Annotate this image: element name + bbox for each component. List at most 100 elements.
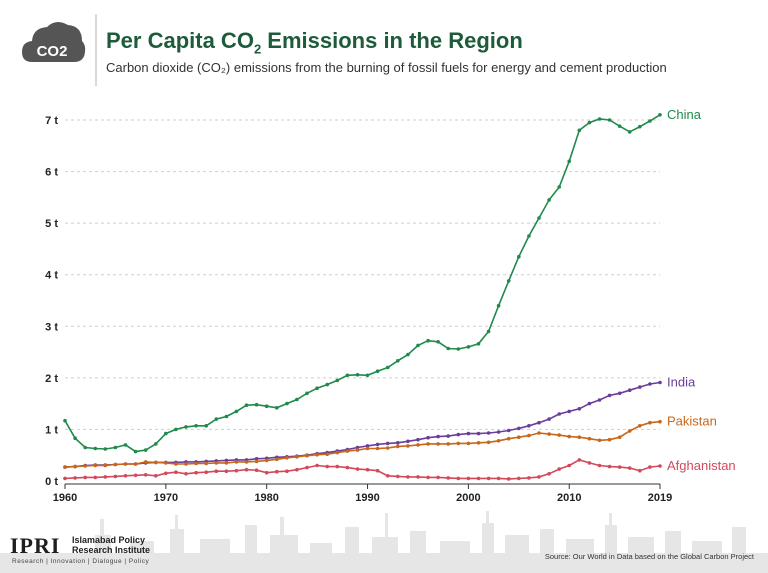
- data-point-china: [63, 418, 67, 423]
- data-point-china: [174, 427, 178, 432]
- data-point-pakistan: [285, 456, 289, 460]
- data-point-india: [567, 409, 571, 414]
- chart-subtitle: Carbon dioxide (CO₂) emissions from the …: [106, 60, 667, 75]
- data-point-india: [224, 458, 229, 463]
- data-point-china: [617, 124, 622, 128]
- data-point-china: [335, 378, 340, 383]
- data-point-afghanistan: [436, 475, 440, 480]
- data-point-india: [617, 391, 622, 396]
- x-tick-label: 2010: [557, 492, 581, 504]
- data-point-pakistan: [345, 449, 350, 453]
- data-point-afghanistan: [325, 464, 330, 469]
- y-tick-label: 2 t: [45, 373, 58, 385]
- data-point-india: [587, 401, 592, 406]
- data-point-china: [466, 345, 471, 349]
- grid-lines: [65, 119, 660, 430]
- data-point-afghanistan: [264, 470, 269, 475]
- data-point-pakistan: [315, 452, 319, 457]
- data-point-china: [295, 397, 299, 402]
- org-tagline: Research | Innovation | Dialogue | Polic…: [12, 558, 150, 565]
- data-point-pakistan: [254, 459, 259, 464]
- data-point-china: [325, 382, 330, 387]
- data-point-pakistan: [406, 444, 410, 448]
- data-point-pakistan: [113, 462, 118, 467]
- data-point-afghanistan: [113, 474, 118, 479]
- data-point-pakistan: [375, 446, 380, 451]
- data-point-afghanistan: [123, 474, 128, 478]
- data-point-afghanistan: [194, 470, 198, 475]
- data-point-china: [275, 406, 279, 410]
- data-point-afghanistan: [234, 468, 239, 473]
- data-point-afghanistan: [567, 463, 571, 468]
- data-point-china: [113, 445, 118, 450]
- data-point-afghanistan: [154, 474, 158, 478]
- y-axis: 0 t 1 t 2 t 3 t 4 t 5 t 6 t 7 t: [45, 115, 58, 488]
- data-point-afghanistan: [446, 476, 451, 480]
- chart-title: Per Capita CO2 Emissions in the Region: [106, 28, 523, 57]
- data-point-pakistan: [133, 462, 138, 466]
- data-point-india: [627, 388, 632, 393]
- data-point-afghanistan: [335, 464, 340, 469]
- source-note: Source: Our World in Data based on the G…: [544, 552, 754, 561]
- x-axis: 1960 1970 1980 1990 2000 2010 2019: [53, 483, 672, 504]
- data-point-pakistan: [123, 462, 128, 466]
- co2-cloud-icon: CO2: [22, 21, 86, 62]
- data-point-afghanistan: [254, 468, 259, 473]
- data-point-india: [466, 431, 471, 436]
- data-point-china: [648, 119, 652, 123]
- data-point-pakistan: [426, 442, 430, 446]
- data-point-pakistan: [597, 438, 602, 443]
- data-point-india: [537, 420, 541, 425]
- x-tick-label: 1980: [254, 492, 278, 504]
- data-point-pakistan: [456, 441, 461, 446]
- data-point-pakistan: [305, 453, 309, 458]
- data-point-pakistan: [527, 433, 531, 438]
- data-point-china: [204, 424, 208, 428]
- series-label-afghanistan: Afghanistan: [667, 458, 736, 473]
- data-point-china: [416, 343, 420, 348]
- data-point-india: [365, 444, 370, 448]
- data-point-china: [73, 436, 77, 441]
- data-point-pakistan: [264, 458, 269, 463]
- data-point-pakistan: [648, 420, 652, 425]
- data-point-pakistan: [234, 460, 239, 464]
- data-point-afghanistan: [638, 468, 642, 473]
- data-point-china: [184, 425, 188, 429]
- data-point-afghanistan: [557, 467, 561, 471]
- data-point-afghanistan: [83, 475, 87, 480]
- data-point-china: [476, 342, 481, 346]
- data-point-pakistan: [73, 464, 77, 469]
- data-point-afghanistan: [63, 476, 67, 481]
- data-point-pakistan: [83, 464, 87, 468]
- data-point-pakistan: [567, 434, 571, 439]
- data-point-afghanistan: [496, 476, 501, 481]
- data-point-afghanistan: [93, 475, 98, 480]
- data-point-china: [143, 448, 148, 452]
- data-point-china: [254, 402, 259, 407]
- data-point-india: [607, 393, 612, 398]
- data-point-afghanistan: [385, 474, 390, 478]
- y-tick-label: 4 t: [45, 270, 58, 282]
- data-point-afghanistan: [305, 465, 309, 470]
- data-point-afghanistan: [527, 476, 531, 480]
- data-point-china: [396, 359, 400, 363]
- data-point-afghanistan: [103, 475, 108, 479]
- data-point-pakistan: [486, 440, 491, 445]
- data-point-china: [194, 424, 198, 428]
- data-point-afghanistan: [184, 472, 188, 476]
- x-tick-label: 1960: [53, 492, 77, 504]
- data-point-pakistan: [617, 435, 622, 440]
- data-point-pakistan: [385, 446, 390, 450]
- data-point-afghanistan: [345, 465, 350, 470]
- data-point-afghanistan: [617, 465, 622, 469]
- data-point-china: [93, 446, 98, 451]
- data-point-pakistan: [436, 442, 440, 446]
- data-point-china: [406, 352, 410, 357]
- series-labels: China India Pakistan Afghanistan: [667, 107, 736, 473]
- data-point-china: [244, 403, 249, 408]
- data-point-pakistan: [214, 461, 219, 465]
- x-tick-label: 2000: [456, 492, 480, 504]
- data-point-afghanistan: [143, 473, 148, 477]
- data-point-china: [123, 443, 128, 447]
- header-divider: [95, 14, 97, 86]
